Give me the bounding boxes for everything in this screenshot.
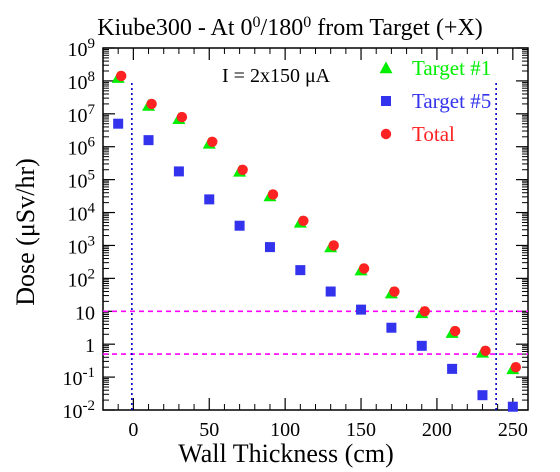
title-end: from Target (+X) [311,15,483,41]
data-point-square [507,401,518,412]
data-point-circle [449,325,461,337]
y-tick-label: 1 [85,335,95,357]
y-tick-base: 10 [68,204,88,226]
data-point-square [204,194,215,205]
y-tick-base: 10 [63,401,83,423]
data-point-square [264,242,275,253]
data-point-circle [480,345,491,356]
y-tick-exponent: 4 [88,201,96,217]
data-point-square [295,265,306,276]
data-point-circle [176,111,188,123]
y-tick-base: 10 [63,368,83,390]
x-tick-label: 0 [128,419,138,441]
y-tick-exponent: -2 [83,398,96,414]
legend-label: Target #5 [412,89,491,113]
y-tick-exponent: 5 [88,168,96,184]
legend-marker-square [381,96,391,106]
data-point-circle [389,286,400,297]
legend-marker-circle [380,128,392,140]
y-tick-exponent: 9 [88,36,96,52]
legend-label: Target #1 [412,56,491,80]
data-point-square [416,340,427,351]
y-tick-base: 10 [68,72,88,94]
title-sup1: 0 [253,14,261,31]
x-tick-label: 250 [498,419,528,441]
data-point-circle [207,136,218,147]
y-tick-base: 10 [68,236,88,258]
svg-text:Kiube300 - At 00/1800 from Tar: Kiube300 - At 00/1800 from Target (+X) [97,14,483,42]
y-tick-base: 10 [68,138,88,160]
y-tick-label: 104 [68,201,96,226]
data-point-square [234,220,245,231]
y-tick-base: 10 [68,171,88,193]
data-point-circle [298,215,309,226]
data-point-square [386,322,397,333]
y-tick-label: 108 [68,69,96,94]
x-tick-label: 100 [270,419,300,441]
title: Kiube300 - At 00/1800 from Target (+X) [97,14,483,42]
y-tick-label: 10-1 [63,365,96,390]
x-axis-label: Wall Thickness (cm) [178,439,393,468]
y-tick-label: 109 [68,36,96,61]
y-tick-label: 103 [68,233,96,258]
data-point-square [143,135,154,146]
y-tick-base: 10 [75,302,95,324]
legend-label: Total [412,122,455,146]
data-point-square [477,390,488,401]
y-tick-exponent: -1 [83,365,96,381]
data-point-circle [237,164,248,175]
y-tick-exponent: 8 [88,69,96,85]
legend: Target #1 Target #5 Total [379,56,491,146]
y-tick-label: 107 [68,102,96,127]
data-point-square [447,363,458,374]
y-tick-base: 1 [85,335,95,357]
y-tick-label: 102 [68,266,96,291]
y-tick-exponent: 6 [88,135,96,151]
data-point-circle [358,263,370,274]
data-point-circle [116,70,127,82]
data-point-circle [146,98,157,110]
y-tick-base: 10 [68,105,88,127]
y-tick-base: 10 [68,269,88,291]
data-point-square [356,304,367,315]
y-tick-exponent: 7 [88,102,96,118]
data-point-square [325,286,336,297]
title-sup2: 0 [303,14,311,31]
y-tick-label: 10-2 [63,398,96,423]
y-tick-base: 10 [68,39,88,61]
y-axis-label: Dose (μSv/hr) [11,158,40,306]
y-tick-label: 105 [68,168,96,193]
y-tick-exponent: 3 [88,233,96,249]
y-tick-exponent: 2 [88,266,96,282]
y-tick-label: 10 [75,302,95,324]
x-tick-label: 50 [199,419,219,441]
data-point-circle [510,362,522,373]
annotation-current: I = 2x150 μA [222,65,331,87]
title-mid: /180 [261,15,304,41]
data-point-circle [419,306,430,317]
title-main: Kiube300 - At 0 [97,15,252,41]
data-point-circle [328,240,339,251]
data-point-square [113,118,124,129]
legend-marker-triangle [379,61,393,74]
x-tick-label: 200 [422,419,452,441]
data-point-square [173,166,184,177]
x-tick-label: 150 [346,419,376,441]
y-tick-label: 106 [68,135,96,160]
data-point-circle [267,189,279,200]
